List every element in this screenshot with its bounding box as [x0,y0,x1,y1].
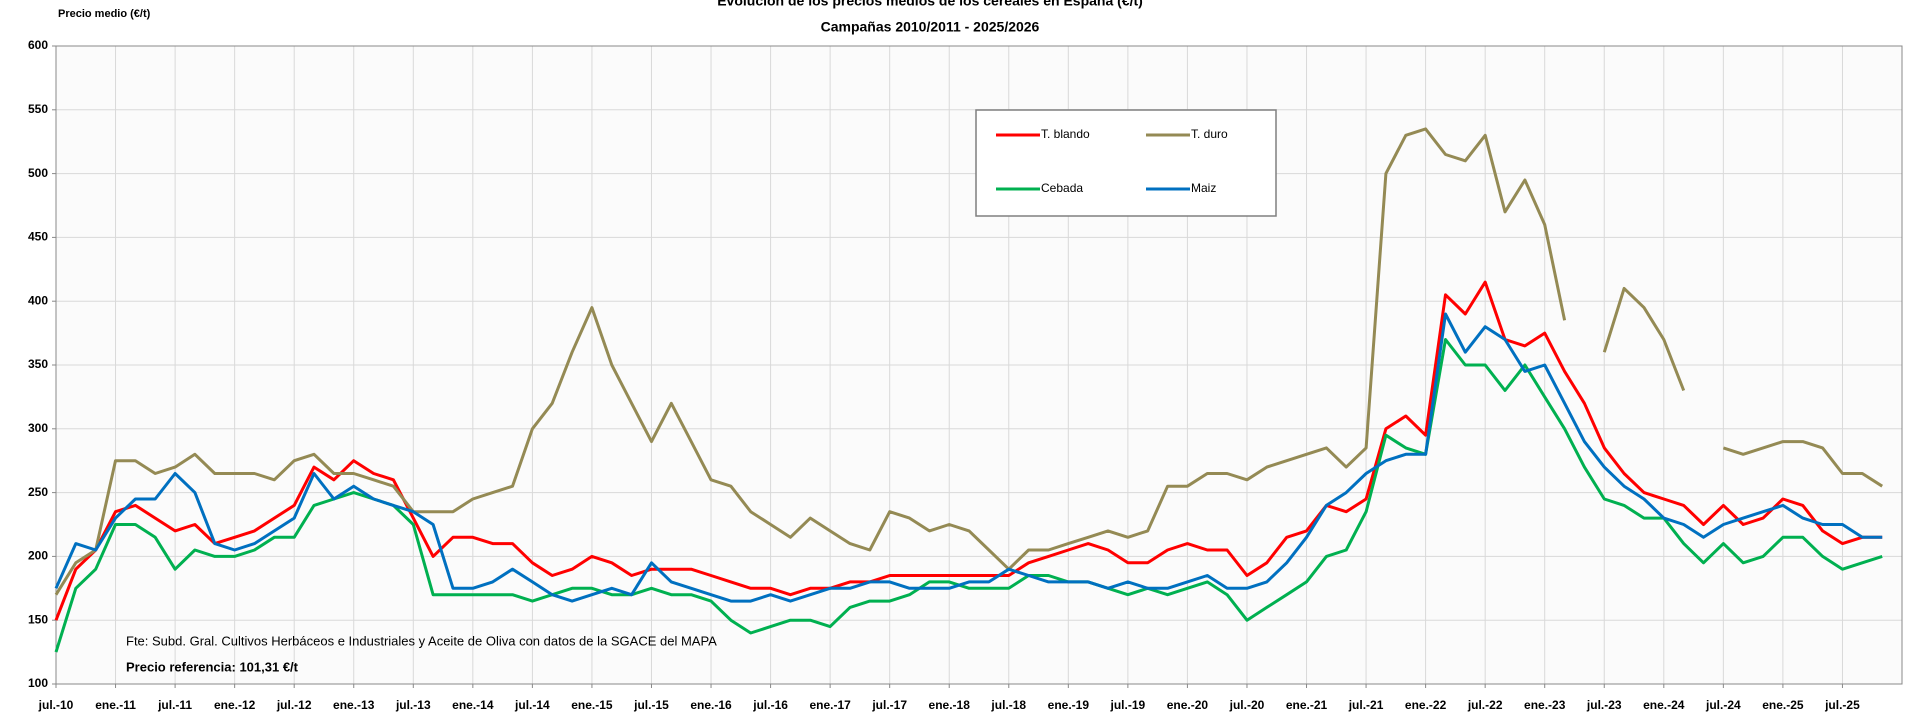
x-tick-label: ene.-20 [1167,698,1209,712]
series-line [54,312,1883,603]
x-tick-label: ene.-18 [929,698,971,712]
x-tick-label: ene.-14 [452,698,494,712]
x-tick-label: ene.-22 [1405,698,1447,712]
x-tick-label: jul.-17 [871,698,907,712]
legend-label: T. duro [1191,127,1228,141]
y-tick-label: 300 [28,421,48,435]
x-tick-label: jul.-18 [990,698,1026,712]
x-tick-label: jul.-16 [752,698,788,712]
x-tick-label: ene.-23 [1524,698,1566,712]
y-tick-label: 250 [28,485,48,499]
y-tick-label: 150 [28,612,48,626]
x-tick-label: ene.-19 [1048,698,1090,712]
x-tick-label: ene.-11 [95,698,136,712]
x-tick-label: ene.-13 [333,698,375,712]
y-tick-label: 350 [28,357,48,371]
x-tick-label: jul.-13 [395,698,431,712]
x-tick-label: ene.-21 [1286,698,1328,712]
x-tick-label: jul.-10 [38,698,74,712]
legend-label: Cebada [1041,181,1083,195]
y-tick-label: 200 [28,549,48,563]
x-tick-label: ene.-16 [690,698,732,712]
y-tick-label: 550 [28,102,48,116]
x-tick-label: ene.-24 [1643,698,1685,712]
x-tick-label: jul.-24 [1705,698,1741,712]
x-tick-label: jul.-12 [276,698,312,712]
series-line [54,280,1883,621]
x-tick-label: jul.-14 [514,698,550,712]
series-line [54,338,1883,653]
x-tick-label: jul.-19 [1110,698,1146,712]
y-axis-label: Precio medio (€/t) [58,8,151,20]
x-tick-label: ene.-15 [571,698,613,712]
legend-label: T. blando [1041,127,1090,141]
y-tick-label: 450 [28,230,48,244]
annotation: Precio referencia: 101,31 €/t [126,659,299,674]
legend: T. blando T. duro Cebada Maiz [975,109,1277,217]
x-tick-label: jul.-15 [633,698,669,712]
x-tick-label: jul.-20 [1229,698,1265,712]
x-tick-label: ene.-17 [809,698,851,712]
x-tick-label: jul.-21 [1348,698,1384,712]
y-tick-label: 100 [28,676,48,690]
plot-border [55,45,1903,685]
chart-title: Evolución de los precios medios de los c… [717,0,1143,9]
annotation: Fte: Subd. Gral. Cultivos Herbáceos e In… [126,633,717,648]
x-tick-label: jul.-11 [157,698,192,712]
y-tick-label: 400 [28,293,48,307]
y-tick-label: 500 [28,166,48,180]
chart-subtitle: Campañas 2010/2011 - 2025/2026 [821,19,1040,35]
y-tick-label: 600 [28,38,48,52]
x-tick-label: jul.-22 [1467,698,1503,712]
x-tick-label: ene.-25 [1762,698,1804,712]
x-tick-label: jul.-25 [1824,698,1860,712]
series-line [54,127,1884,596]
x-tick-label: jul.-23 [1586,698,1622,712]
legend-box [975,109,1277,217]
x-tick-label: ene.-12 [214,698,256,712]
legend-label: Maiz [1191,181,1216,195]
